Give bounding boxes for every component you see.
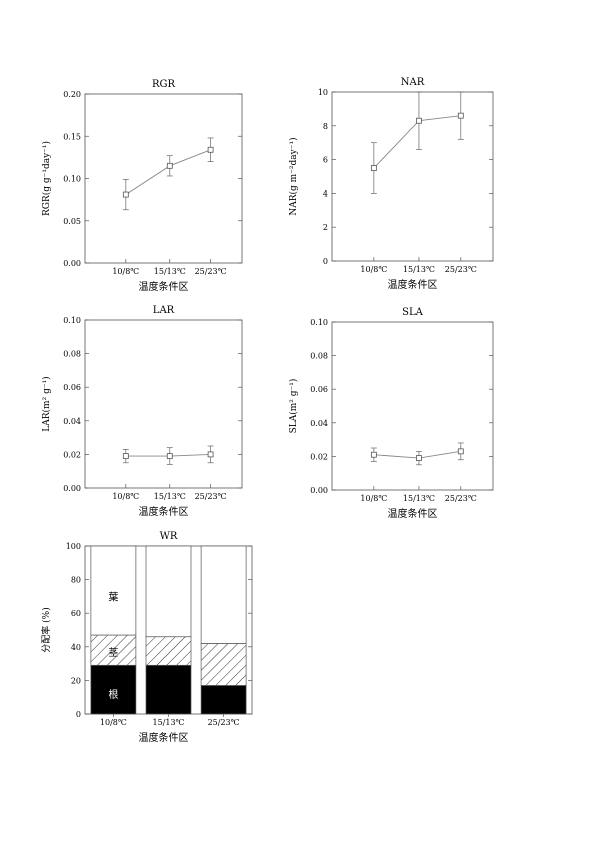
- x-tick-label: 10/8℃: [112, 267, 139, 276]
- y-tick-label: 0.05: [63, 217, 81, 226]
- y-tick-label: 60: [71, 609, 81, 618]
- series-label: 葉: [108, 590, 118, 603]
- y-tick-label: 0.00: [63, 259, 81, 268]
- y-tick-label: 0.08: [63, 350, 81, 359]
- y-tick-label: 0.02: [310, 452, 328, 461]
- bar-segment-2: [90, 545, 137, 636]
- chart-title: WR: [160, 531, 178, 542]
- data-point: [166, 453, 173, 459]
- y-tick-label: 0.10: [310, 318, 328, 327]
- y-tick-label: 0.00: [63, 484, 81, 493]
- y-axis-label: RGR(g g⁻¹day⁻¹): [41, 141, 52, 216]
- data-point: [457, 448, 464, 455]
- x-tick-label: 25/23℃: [445, 494, 477, 503]
- y-tick-label: 4: [323, 189, 328, 198]
- bar-segment-1: [90, 634, 137, 666]
- y-tick-label: 20: [71, 676, 81, 685]
- x-tick-label: 25/23℃: [208, 718, 240, 727]
- data-point: [207, 146, 214, 153]
- bar-segment-0: [145, 664, 192, 715]
- data-point: [122, 453, 129, 459]
- x-tick-label: 10/8℃: [112, 492, 139, 501]
- y-axis-label: SLA(m² g⁻¹): [288, 379, 299, 434]
- bar-segment-2: [145, 545, 192, 638]
- y-tick-label: 40: [71, 643, 81, 652]
- bar-segment-1: [200, 643, 247, 686]
- x-axis-label: 温度条件区: [388, 507, 438, 520]
- y-tick-label: 0.08: [310, 352, 328, 361]
- y-tick-label: 0: [76, 710, 81, 719]
- data-point: [122, 191, 129, 198]
- y-tick-label: 0.06: [63, 383, 81, 392]
- x-tick-label: 15/13℃: [154, 492, 186, 501]
- chart-title: RGR: [152, 79, 176, 90]
- plot-frame: [84, 319, 243, 489]
- y-tick-label: 0.15: [63, 132, 81, 141]
- series-line: [125, 149, 211, 195]
- y-tick-label: 80: [71, 576, 81, 585]
- data-point: [416, 117, 422, 124]
- x-axis-label: 温度条件区: [139, 731, 189, 744]
- y-tick-label: 0.04: [310, 419, 328, 428]
- plot-frame: [331, 91, 494, 262]
- data-point: [166, 162, 173, 169]
- y-tick-label: 0.04: [63, 417, 81, 426]
- data-point: [416, 455, 422, 461]
- y-tick-label: 0.06: [310, 385, 328, 394]
- series-label: 根: [108, 688, 118, 701]
- x-tick-label: 25/23℃: [195, 492, 227, 501]
- y-tick-label: 6: [323, 156, 328, 165]
- y-tick-label: 0.20: [63, 90, 81, 99]
- x-tick-label: 10/8℃: [100, 718, 127, 727]
- x-tick-label: 15/13℃: [403, 265, 435, 274]
- y-axis-label: 分配率 (%): [40, 607, 52, 652]
- y-tick-label: 8: [323, 122, 328, 131]
- y-tick-label: 100: [66, 542, 81, 551]
- chart-title: LAR: [153, 305, 175, 316]
- y-tick-label: 0: [323, 257, 328, 266]
- bar-segment-2: [200, 545, 247, 644]
- plot-frame: [331, 321, 494, 491]
- chart-title: NAR: [401, 77, 425, 88]
- x-axis-label: 温度条件区: [388, 278, 438, 291]
- x-tick-label: 10/8℃: [360, 265, 387, 274]
- x-axis-label: 温度条件区: [139, 280, 189, 293]
- bar-segment-0: [200, 685, 247, 715]
- x-tick-label: 15/13℃: [403, 494, 435, 503]
- bar-segment-0: [90, 664, 137, 715]
- chart-panel-sla: SLA 0.00 0.02 0.04 0.06 0.08 0.10 SLA(m² g⁻¹) 温度…: [288, 307, 494, 520]
- data-point: [370, 165, 377, 171]
- x-tick-label: 25/23℃: [445, 265, 477, 274]
- plot-frame: [84, 93, 243, 264]
- y-tick-label: 0.10: [63, 175, 81, 184]
- chart-panel-lar: LAR 0.00 0.02 0.04 0.06 0.08 0.10 LAR(m² g⁻¹) 温度…: [41, 305, 243, 518]
- y-tick-label: 2: [323, 223, 328, 232]
- y-tick-label: 0.10: [63, 316, 81, 325]
- y-axis-label: LAR(m² g⁻¹): [41, 376, 52, 431]
- x-tick-label: 15/13℃: [152, 718, 184, 727]
- bar-segment-1: [145, 636, 192, 666]
- x-axis-label: 温度条件区: [139, 505, 189, 518]
- y-tick-label: 0.00: [310, 486, 328, 495]
- y-axis-label: NAR(g m⁻²day⁻¹): [288, 137, 299, 215]
- chart-panel-wr: WR 0 20 40 60 80 100 分配率 (%) 温度条件区 10/8℃ 15/13℃ 25/…: [40, 531, 253, 744]
- x-tick-label: 10/8℃: [360, 494, 387, 503]
- series-label: 茎: [108, 647, 118, 659]
- data-point: [457, 112, 464, 119]
- data-point: [370, 451, 377, 458]
- y-tick-label: 10: [318, 88, 328, 97]
- x-tick-label: 15/13℃: [154, 267, 186, 276]
- data-point: [207, 451, 214, 458]
- chart-panel-rgr: RGR 0.00 0.05 0.10 0.15 0.20 RGR(g g⁻¹day⁻¹) 温度…: [41, 79, 243, 293]
- x-tick-label: 25/23℃: [195, 267, 227, 276]
- y-tick-label: 0.02: [63, 450, 81, 459]
- chart-title: SLA: [402, 307, 423, 318]
